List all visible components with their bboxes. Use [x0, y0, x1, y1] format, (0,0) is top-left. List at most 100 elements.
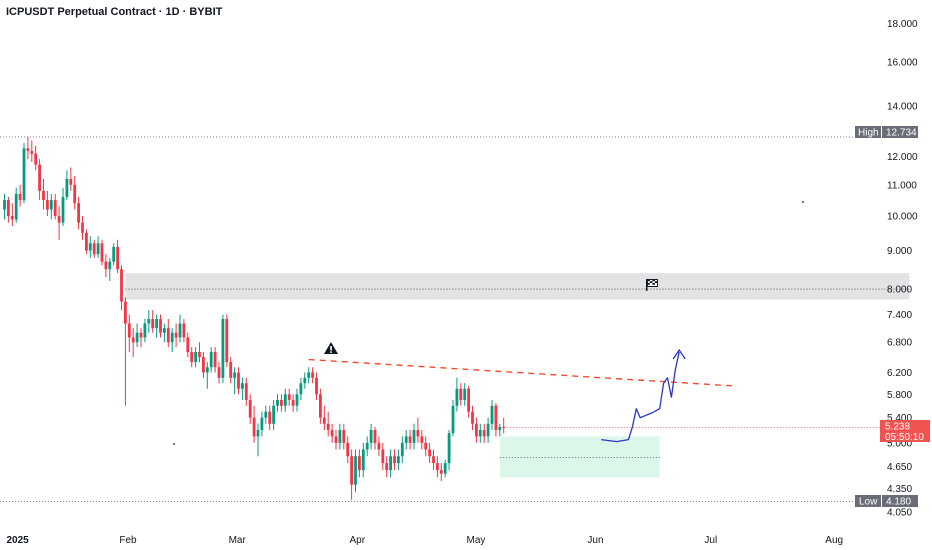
candle [116, 239, 119, 274]
candle-body [213, 352, 217, 368]
candle-body [14, 193, 18, 220]
candle [73, 176, 77, 210]
candle [186, 332, 190, 358]
high-tag-value: 12.734 [886, 128, 917, 139]
candle-body [143, 323, 147, 338]
candle [61, 187, 65, 227]
candle [127, 314, 131, 353]
y-tick-label: 6.200 [887, 368, 912, 379]
candle-body [299, 383, 303, 395]
candle [14, 187, 18, 223]
candle [350, 449, 353, 500]
candle [178, 314, 182, 343]
candle [182, 319, 186, 343]
candle-body [135, 332, 139, 343]
candle [334, 430, 338, 450]
candle [385, 456, 389, 478]
y-tick-label: 5.800 [887, 390, 912, 401]
candle [237, 367, 240, 395]
candle-body [198, 352, 201, 358]
candle-body [233, 372, 236, 378]
candle [361, 442, 365, 478]
candle [38, 159, 41, 201]
candle [18, 184, 22, 207]
candle [248, 394, 252, 424]
candle-body [112, 246, 116, 262]
candle-body [354, 456, 357, 485]
candle [432, 449, 435, 471]
x-tick-label: Aug [825, 535, 843, 546]
candle-body [163, 328, 166, 333]
candle-body [209, 352, 213, 368]
resistance-trendline [308, 358, 734, 387]
warning-icon[interactable] [324, 342, 338, 354]
drawings-layer [308, 348, 880, 443]
price-axis[interactable]: 18.00016.00014.00013.00012.00011.00010.0… [887, 19, 918, 518]
candle [221, 314, 225, 384]
candle [112, 243, 116, 266]
time-axis[interactable]: 2025 Feb Mar Apr May Jun Jul Aug [7, 535, 844, 546]
candle [96, 236, 100, 258]
candle [397, 449, 400, 471]
candle-body [22, 148, 26, 201]
checkered-flag-icon[interactable] [646, 279, 658, 291]
candle-body [475, 423, 478, 437]
candle [217, 362, 221, 384]
candle-body [61, 196, 65, 223]
candle [443, 459, 447, 478]
candle [490, 399, 494, 431]
candles-layer [3, 136, 506, 500]
candle-body [494, 405, 498, 431]
candle-body [100, 243, 104, 262]
candle [311, 367, 314, 384]
y-tick-label: 10.000 [887, 212, 918, 223]
candle [303, 372, 307, 389]
candle-body [96, 243, 100, 255]
candle-body [502, 426, 506, 428]
candle-body [389, 456, 392, 471]
candle-body [490, 405, 494, 424]
candle-body [350, 456, 353, 485]
candle [264, 405, 268, 424]
candle [424, 436, 428, 457]
candle [436, 456, 439, 478]
low-tag: Low 4.180 [855, 495, 918, 508]
candle [85, 229, 88, 255]
zones-layer [125, 273, 910, 478]
candle [143, 319, 147, 343]
candle [194, 347, 197, 368]
candle [322, 405, 326, 431]
candle [229, 357, 233, 384]
candle [159, 314, 162, 338]
candle-body [151, 319, 155, 329]
candle [151, 310, 155, 333]
candle-body [190, 352, 194, 363]
candle-body [432, 456, 435, 464]
candle [166, 319, 170, 348]
candle-body [202, 357, 205, 373]
candle-body [88, 243, 92, 251]
candle [416, 417, 420, 443]
candle-body [377, 442, 381, 450]
candle [486, 417, 490, 443]
candle [354, 449, 357, 493]
y-tick-label: 4.350 [887, 484, 912, 495]
y-tick-label: 9.000 [887, 246, 912, 257]
candle-body [92, 243, 96, 255]
candle-body [455, 388, 459, 406]
candle [139, 328, 143, 348]
candle [502, 417, 506, 434]
candle-body [229, 362, 233, 378]
candle [46, 190, 49, 217]
candle-body [77, 203, 80, 223]
candle [7, 196, 10, 223]
candle-body [81, 222, 84, 233]
candle-body [170, 332, 174, 343]
candle-body [373, 430, 377, 443]
candle [233, 367, 236, 395]
y-tick-label: 16.000 [887, 58, 918, 69]
candle [287, 388, 291, 406]
candle [209, 347, 213, 373]
candle [88, 236, 92, 258]
